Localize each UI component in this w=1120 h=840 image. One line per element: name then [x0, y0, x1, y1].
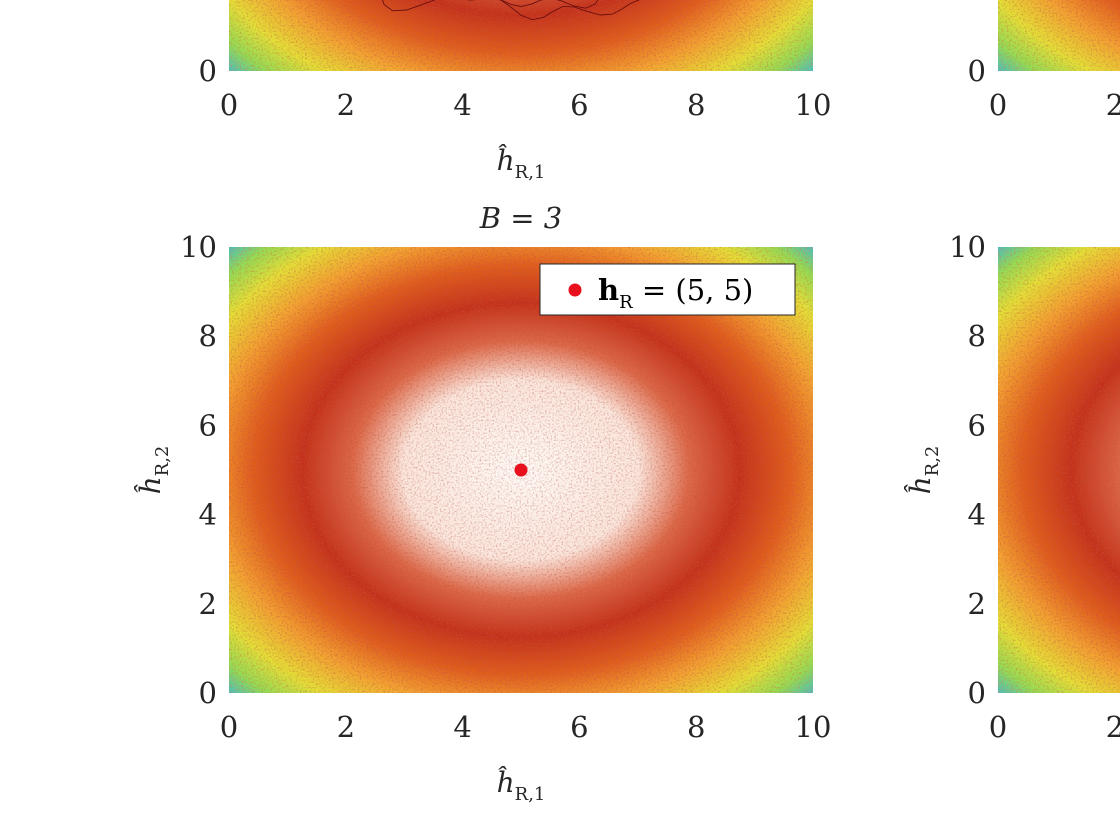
x-tick-label: 0 — [989, 88, 1007, 122]
y-tick-label: 4 — [968, 498, 986, 532]
panel-top-left: 0 2 4 6 8 10 0 ĥR,1 — [199, 0, 832, 183]
y-tick-0: 0 — [968, 54, 986, 88]
y-tick-6: 6 — [199, 408, 217, 442]
y-axis-label-bottom-right: ĥR,2 — [904, 446, 943, 495]
y-tick-10: 10 — [949, 230, 986, 264]
x-tick-label: 10 — [795, 88, 832, 122]
y-tick-label: 10 — [949, 230, 986, 264]
y-tick-0: 0 — [968, 676, 986, 710]
y-tick-10: 10 — [180, 230, 217, 264]
x-ticks-top-left: 0 2 4 6 8 10 — [220, 88, 832, 122]
x-axis-label-top-left: ĥR,1 — [497, 144, 546, 183]
x-tick-8: 8 — [687, 88, 705, 122]
x-tick-label: 2 — [337, 88, 355, 122]
y-tick-label: 4 — [199, 498, 217, 532]
panel-bottom-left: B = 3 0 2 4 6 8 10 0 2 4 6 8 10 ĥR,1 ĥR,2 hR = (5,… — [134, 201, 831, 805]
legend: hR = (5, 5) — [539, 263, 796, 316]
x-tick-4: 4 — [453, 88, 471, 122]
y-ticks-top-right: 0 — [968, 54, 986, 88]
y-tick-0: 0 — [199, 54, 217, 88]
x-tick-2: 2 — [1106, 88, 1120, 122]
heatmap-bottom-right — [998, 247, 1120, 693]
heatmap-top-right — [998, 0, 1120, 71]
heatmap-top-left — [229, 0, 813, 71]
y-tick-label: 8 — [968, 319, 986, 353]
y-tick-4: 4 — [199, 498, 217, 532]
x-tick-10: 10 — [795, 710, 832, 744]
x-tick-0: 0 — [989, 88, 1007, 122]
x-tick-label: 0 — [989, 710, 1007, 744]
x-tick-label: 4 — [453, 710, 471, 744]
y-tick-8: 8 — [199, 319, 217, 353]
y-tick-label: 6 — [968, 408, 986, 442]
x-axis-label-bottom-left: ĥR,1 — [497, 766, 546, 805]
y-tick-0: 0 — [199, 676, 217, 710]
legend-entry-label: hR = (5, 5) — [598, 273, 753, 313]
x-tick-2: 2 — [1106, 710, 1120, 744]
y-tick-label: 0 — [968, 676, 986, 710]
y-tick-label: 0 — [199, 676, 217, 710]
x-tick-label: 8 — [687, 710, 705, 744]
y-tick-label: 2 — [968, 587, 986, 621]
x-tick-6: 6 — [570, 88, 588, 122]
x-tick-0: 0 — [989, 710, 1007, 744]
legend-box — [539, 263, 796, 316]
y-axis-label-bottom-left: ĥR,2 — [134, 446, 173, 495]
y-ticks-bottom-left: 0 2 4 6 8 10 — [180, 230, 217, 710]
y-tick-6: 6 — [968, 408, 986, 442]
panel-title: B = 3 — [479, 201, 563, 235]
x-tick-2: 2 — [337, 710, 355, 744]
y-tick-label: 0 — [968, 54, 986, 88]
x-tick-label: 6 — [570, 88, 588, 122]
y-tick-label: 10 — [180, 230, 217, 264]
y-tick-4: 4 — [968, 498, 986, 532]
x-tick-6: 6 — [570, 710, 588, 744]
x-tick-label: 10 — [795, 710, 832, 744]
y-tick-label: 6 — [199, 408, 217, 442]
x-tick-label: 0 — [220, 88, 238, 122]
y-ticks-top-left: 0 — [199, 54, 217, 88]
x-tick-0: 0 — [220, 710, 238, 744]
center-point — [514, 463, 528, 477]
y-tick-8: 8 — [968, 319, 986, 353]
x-tick-label: 4 — [453, 88, 471, 122]
x-tick-2: 2 — [337, 88, 355, 122]
y-ticks-bottom-right: 0 2 4 6 8 10 — [949, 230, 986, 710]
x-tick-label: 8 — [687, 88, 705, 122]
x-tick-label: 2 — [1106, 710, 1120, 744]
x-ticks-bottom-left: 0 2 4 6 8 10 — [220, 710, 832, 744]
x-tick-label: 2 — [337, 710, 355, 744]
x-tick-0: 0 — [220, 88, 238, 122]
y-tick-2: 2 — [968, 587, 986, 621]
x-tick-label: 2 — [1106, 88, 1120, 122]
y-tick-label: 0 — [199, 54, 217, 88]
y-tick-label: 2 — [199, 587, 217, 621]
y-tick-label: 8 — [199, 319, 217, 353]
legend-marker — [568, 283, 582, 297]
x-tick-8: 8 — [687, 710, 705, 744]
y-tick-2: 2 — [199, 587, 217, 621]
data-points — [514, 463, 528, 477]
x-tick-10: 10 — [795, 88, 832, 122]
x-tick-4: 4 — [453, 710, 471, 744]
x-tick-label: 0 — [220, 710, 238, 744]
x-tick-label: 6 — [570, 710, 588, 744]
